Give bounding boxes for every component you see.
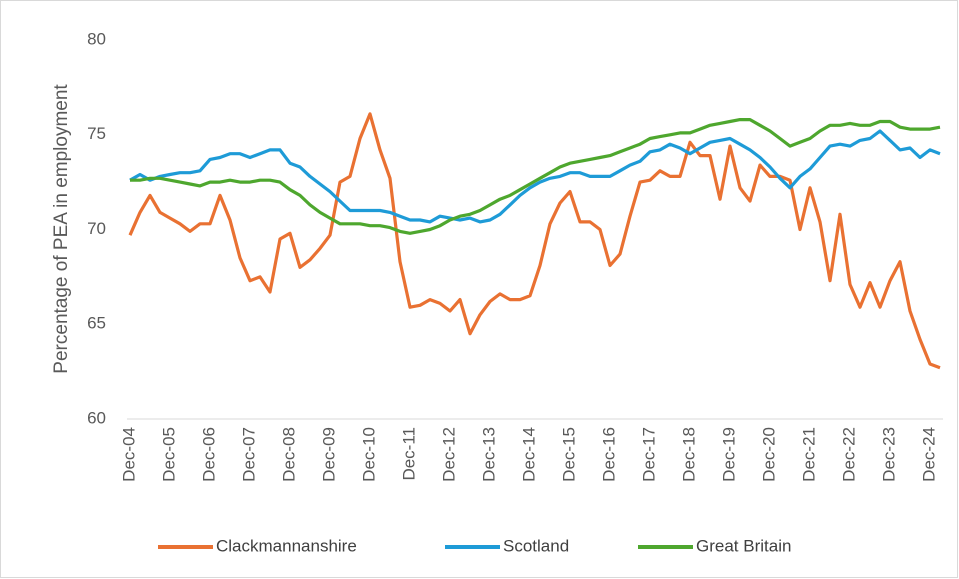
- x-tick-label: Dec-16: [599, 427, 618, 482]
- x-tick-label: Dec-24: [919, 427, 938, 482]
- x-tick-label: Dec-14: [519, 427, 538, 482]
- series-line: [130, 118, 941, 235]
- x-tick-label: Dec-13: [479, 427, 498, 482]
- x-tick-label: Dec-12: [439, 427, 458, 482]
- x-tick-label: Dec-04: [119, 427, 138, 482]
- x-tick-label: Dec-19: [719, 427, 738, 482]
- series-line: [129, 129, 941, 224]
- x-tick-label: Dec-17: [639, 427, 658, 482]
- x-tick-label: Dec-18: [679, 427, 698, 482]
- series-line: [128, 112, 941, 370]
- x-tick-label: Dec-07: [239, 427, 258, 482]
- x-tick-label: Dec-15: [559, 427, 578, 482]
- legend-label: Clackmannanshire: [216, 536, 357, 555]
- x-tick-label: Dec-22: [839, 427, 858, 482]
- y-tick-label: 75: [87, 124, 106, 143]
- y-tick-label: 70: [87, 219, 106, 238]
- x-tick-label: Dec-20: [759, 427, 778, 482]
- y-axis-title: Percentage of PEA in employment: [51, 84, 72, 374]
- x-tick-label: Dec-08: [279, 427, 298, 482]
- x-tick-label: Dec-09: [319, 427, 338, 482]
- y-tick-label: 65: [87, 314, 106, 333]
- x-tick-label: Dec-21: [799, 427, 818, 482]
- x-tick-label: Dec-05: [159, 427, 178, 482]
- y-tick-label: 80: [87, 29, 106, 48]
- x-tick-label: Dec-10: [359, 427, 378, 482]
- x-tick-label: Dec-06: [199, 427, 218, 482]
- legend-label: Scotland: [503, 536, 569, 555]
- x-tick-label: Dec-11: [399, 427, 418, 481]
- y-tick-label: 60: [87, 408, 106, 427]
- x-tick-label: Dec-23: [879, 427, 898, 482]
- legend-label: Great Britain: [696, 536, 791, 555]
